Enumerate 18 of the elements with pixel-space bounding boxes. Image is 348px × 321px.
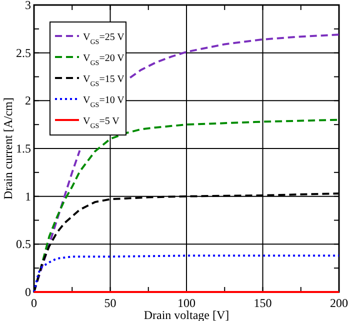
legend-label: V$_{GS}$=20 V [83, 53, 126, 67]
y-tick-label: 1 [25, 189, 31, 204]
line-series [33, 254, 340, 293]
y-tick-label: 1.5 [16, 142, 31, 156]
legend-label: V$_{GS}$=10 V [83, 95, 126, 109]
x-tick-label: 50 [104, 296, 116, 310]
legend-label: V$_{GS}$=15 V [83, 74, 126, 88]
x-tick-label: 100 [178, 296, 196, 310]
y-tick-label: 2.5 [16, 46, 31, 60]
y-tick-label: 0 [25, 285, 31, 299]
x-tick-label: 150 [254, 296, 272, 310]
y-tick-label: 0.5 [16, 237, 31, 252]
y-tick-label: 2 [25, 94, 31, 108]
y-tick-label: 3 [25, 0, 31, 12]
x-tick-label: 200 [330, 296, 348, 310]
legend-label: V$_{GS}$=25 V [83, 32, 126, 46]
y-axis-title: Drain current [A/cm] [1, 98, 15, 200]
legend-label: V$_{GS}$=5 V [83, 116, 120, 130]
